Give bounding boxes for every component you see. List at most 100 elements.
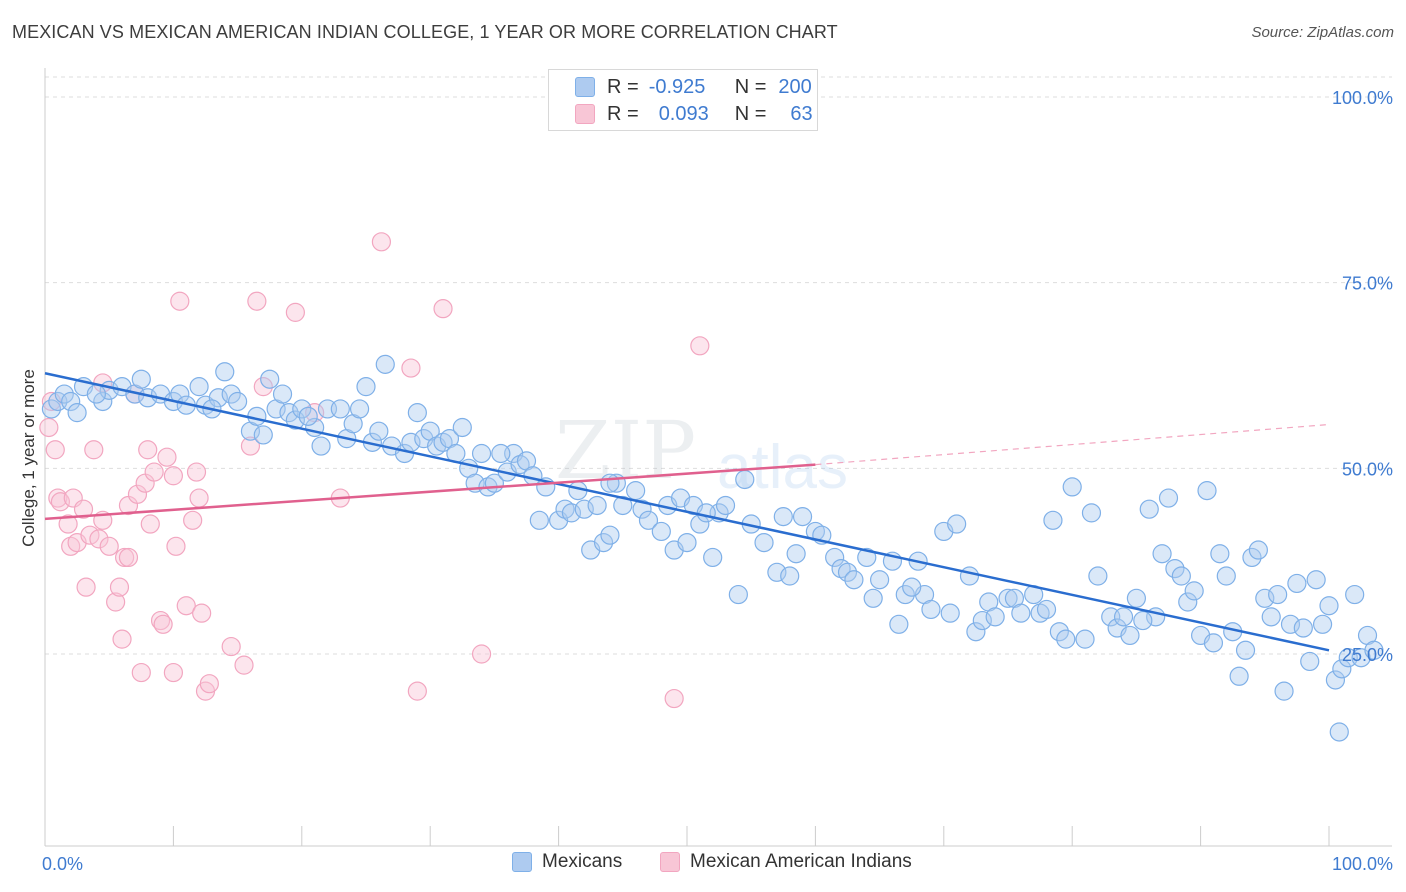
- blue-point: [940, 603, 960, 623]
- blue-point: [1152, 544, 1172, 564]
- pink-point: [73, 499, 94, 519]
- blue-point: [215, 362, 235, 382]
- blue-point: [959, 566, 980, 586]
- pink-point: [189, 488, 209, 508]
- pink-point: [176, 596, 196, 616]
- blue-point: [54, 384, 74, 404]
- blue-point: [947, 514, 967, 534]
- pink-point: [58, 514, 78, 534]
- pink-point: [240, 436, 261, 456]
- axis-labels: 25.0% 50.0% 75.0% 100.0% 0.0% 100.0% College, …: [19, 88, 1393, 874]
- blue-point: [863, 588, 883, 608]
- watermark: ZIP atlas: [555, 404, 848, 502]
- blue-point: [1345, 584, 1365, 605]
- blue-point: [728, 584, 748, 605]
- blue-point: [1332, 659, 1352, 679]
- mexicans-trendline: [44, 372, 1330, 652]
- blue-point: [375, 354, 395, 374]
- blue-point: [1056, 629, 1076, 649]
- r-label: R =: [607, 75, 639, 98]
- legend-row-mexicans: R = -0.925 N = 200: [549, 74, 812, 100]
- blue-point: [998, 588, 1018, 608]
- blue-point: [272, 384, 293, 404]
- blue-point: [593, 532, 614, 553]
- blue-point: [1171, 566, 1191, 586]
- pink-point: [371, 232, 392, 252]
- pink-point: [401, 358, 421, 378]
- axes: [44, 68, 1392, 847]
- source-label: Source: ZipAtlas.com: [1251, 24, 1394, 41]
- blue-point: [1203, 633, 1224, 653]
- blue-point: [792, 507, 813, 527]
- pink-point: [199, 674, 219, 694]
- blue-point: [1062, 477, 1082, 497]
- blue-point: [767, 562, 787, 582]
- blue-point: [857, 547, 877, 568]
- pink-swatch-icon: [660, 852, 680, 872]
- r-value: 0.093: [658, 102, 709, 125]
- pink-point: [127, 484, 148, 504]
- pink-point: [138, 440, 158, 460]
- blue-point: [1043, 510, 1063, 530]
- pink-point: [99, 536, 119, 556]
- blue-point: [279, 403, 299, 423]
- n-label: N =: [734, 102, 767, 125]
- blue-point: [735, 469, 755, 490]
- blue-point: [1255, 588, 1275, 608]
- y-tick-label: 25.0%: [1342, 645, 1393, 665]
- blue-point: [221, 384, 241, 404]
- blue-point: [985, 607, 1005, 627]
- blue-point: [1300, 651, 1320, 672]
- pink-point: [471, 644, 492, 664]
- indians-trendline-extension: [815, 423, 1330, 466]
- pink-point: [253, 377, 273, 397]
- pink-point: [285, 302, 305, 322]
- blue-point: [825, 547, 845, 568]
- blue-point: [1184, 581, 1204, 601]
- chart-title: MEXICAN VS MEXICAN AMERICAN INDIAN COLLE…: [12, 22, 838, 42]
- blue-point: [1242, 547, 1262, 568]
- pink-point: [112, 629, 132, 649]
- blue-point: [837, 562, 858, 582]
- pink-point: [192, 603, 212, 623]
- blue-point: [1049, 622, 1069, 642]
- pink-point: [89, 529, 109, 549]
- blue-point: [1364, 640, 1384, 660]
- pink-point: [84, 440, 104, 460]
- blue-point: [298, 406, 318, 426]
- blue-point: [921, 599, 941, 620]
- pink-point: [166, 536, 186, 556]
- blue-point: [1248, 540, 1268, 560]
- blue-point: [452, 417, 472, 438]
- blue-point: [407, 403, 427, 423]
- blue-point: [285, 410, 305, 430]
- blue-point: [754, 532, 774, 553]
- legend-label: Mexican American Indians: [690, 851, 912, 872]
- y-tick-label: 50.0%: [1342, 459, 1393, 479]
- blue-swatch-icon: [512, 852, 532, 872]
- pink-point: [153, 614, 173, 634]
- blue-point: [972, 610, 992, 631]
- blue-point: [600, 473, 620, 493]
- indians-trendline: [44, 463, 816, 521]
- pink-point: [221, 636, 241, 657]
- blue-point: [1268, 584, 1288, 605]
- blue-point: [1261, 607, 1281, 627]
- pink-point: [690, 336, 710, 356]
- n-label: N =: [734, 75, 767, 98]
- pink-point: [157, 447, 177, 467]
- blue-point: [966, 622, 986, 642]
- blue-point: [696, 503, 716, 523]
- blue-point: [131, 369, 151, 389]
- blue-point: [253, 425, 273, 445]
- pink-point: [234, 655, 254, 675]
- blue-point: [638, 510, 659, 530]
- blue-point: [889, 614, 909, 634]
- blue-point: [1312, 614, 1333, 634]
- trendlines: [44, 372, 1330, 652]
- blue-point: [632, 499, 652, 519]
- blue-point: [1139, 499, 1159, 519]
- r-value: -0.925: [648, 75, 706, 98]
- blue-point: [1274, 681, 1294, 701]
